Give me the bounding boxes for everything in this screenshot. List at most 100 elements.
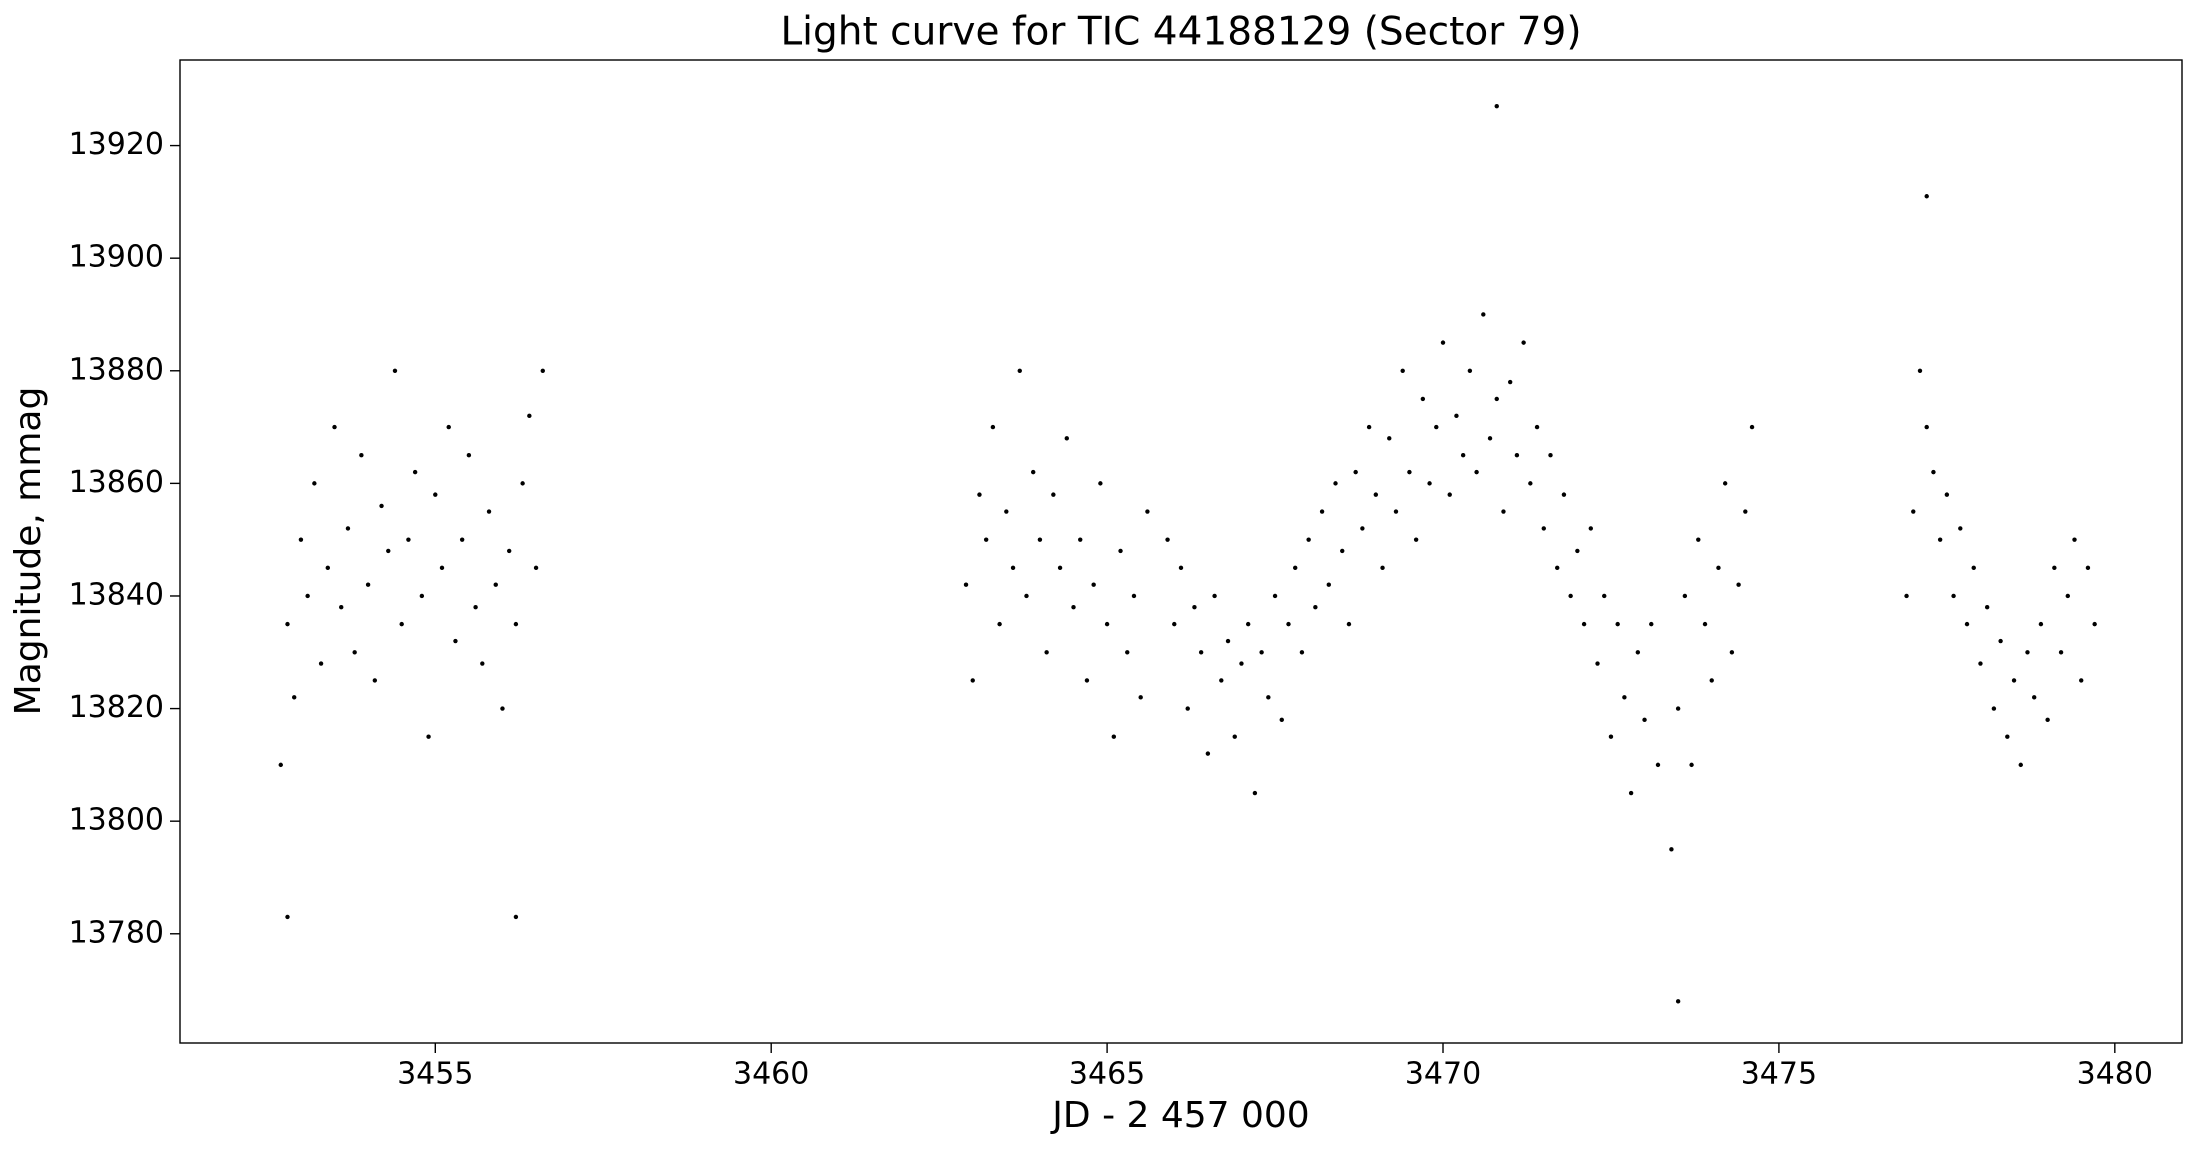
data-point — [399, 621, 404, 627]
data-point — [1346, 621, 1352, 627]
data-point — [1272, 593, 1278, 599]
data-point — [1514, 453, 1520, 458]
data-point — [2045, 717, 2050, 723]
data-point — [1635, 650, 1641, 655]
data-point — [2058, 650, 2064, 655]
data-point — [332, 424, 337, 430]
data-point — [1467, 368, 1473, 373]
chart-title: Light curve for TIC 44188129 (Sector 79) — [780, 10, 1581, 55]
data-point — [1951, 593, 1956, 599]
data-point — [426, 734, 431, 739]
x-tick-label: 3480 — [2077, 1057, 2153, 1092]
data-point — [1904, 593, 1909, 599]
data-point — [2085, 565, 2091, 571]
data-point — [1440, 340, 1446, 345]
x-tick-label: 3455 — [397, 1057, 473, 1092]
data-point — [1501, 509, 1506, 514]
data-point — [1360, 526, 1365, 531]
data-point — [533, 565, 539, 571]
data-point — [2018, 762, 2023, 768]
data-point — [466, 453, 472, 458]
data-point — [1917, 368, 1923, 373]
data-point — [1266, 695, 1271, 700]
data-point — [1225, 638, 1231, 644]
data-point — [1044, 650, 1049, 655]
data-point — [372, 678, 378, 683]
data-point — [1736, 582, 1741, 587]
y-tick-label: 13900 — [69, 240, 164, 275]
data-point — [1675, 706, 1681, 711]
y-tick-label: 13920 — [69, 127, 164, 162]
data-point — [493, 582, 498, 587]
data-point — [1057, 565, 1063, 571]
data-point — [1978, 661, 1983, 666]
data-point — [1064, 436, 1069, 441]
data-point — [1561, 492, 1567, 497]
data-point — [1548, 453, 1553, 458]
data-point — [506, 548, 512, 554]
data-point — [513, 914, 519, 920]
x-axis-label: JD - 2 457 000 — [1050, 1095, 1309, 1136]
data-point — [1507, 379, 1513, 385]
data-point — [1615, 621, 1620, 627]
data-point — [1366, 424, 1372, 430]
data-point — [1185, 706, 1190, 711]
data-point — [1924, 194, 1929, 199]
data-point — [419, 593, 425, 599]
data-point — [1521, 340, 1526, 345]
data-point — [1413, 537, 1419, 542]
data-point — [365, 582, 371, 587]
data-point — [1165, 537, 1170, 542]
data-point — [2052, 565, 2057, 571]
data-point — [1675, 999, 1681, 1004]
data-point — [1696, 537, 1701, 542]
data-point — [1051, 492, 1056, 497]
data-point — [1084, 678, 1090, 683]
data-point — [1971, 565, 1976, 571]
data-point — [1716, 565, 1721, 571]
data-point — [379, 503, 384, 509]
data-point — [1078, 537, 1083, 542]
data-point — [446, 424, 451, 430]
data-point — [1010, 565, 1016, 571]
data-point — [1037, 537, 1043, 542]
data-point — [1373, 492, 1379, 497]
data-point — [1749, 424, 1755, 430]
data-point — [305, 593, 310, 599]
data-point — [285, 914, 290, 920]
y-tick-label: 13880 — [69, 352, 164, 387]
data-point — [1125, 650, 1130, 655]
data-point — [1091, 582, 1096, 587]
data-point — [1555, 565, 1560, 571]
y-tick-label: 13860 — [69, 465, 164, 500]
x-tick-label: 3460 — [733, 1057, 809, 1092]
data-point — [1944, 492, 1950, 497]
data-point — [983, 537, 989, 542]
data-point — [1628, 790, 1634, 796]
data-point — [433, 492, 438, 497]
data-point — [1219, 678, 1224, 683]
data-point — [1326, 582, 1331, 587]
data-point — [318, 661, 324, 666]
data-point — [1602, 593, 1607, 599]
data-point — [2025, 650, 2030, 655]
data-point — [1931, 469, 1936, 475]
data-point — [1743, 509, 1748, 514]
data-point — [1319, 509, 1325, 514]
data-point — [473, 605, 478, 610]
data-point — [1494, 103, 1499, 109]
data-point — [325, 565, 330, 571]
data-point — [1172, 621, 1177, 627]
data-point — [1393, 509, 1399, 514]
data-point — [1205, 751, 1211, 756]
data-point — [1071, 605, 1076, 610]
data-point — [1017, 368, 1022, 373]
data-point — [1353, 469, 1358, 475]
data-point — [1333, 481, 1338, 486]
data-point — [1991, 706, 1997, 711]
data-point — [1427, 481, 1432, 486]
data-point — [352, 650, 357, 655]
data-point — [1534, 424, 1540, 430]
data-point — [1655, 762, 1661, 768]
data-point — [439, 565, 445, 571]
